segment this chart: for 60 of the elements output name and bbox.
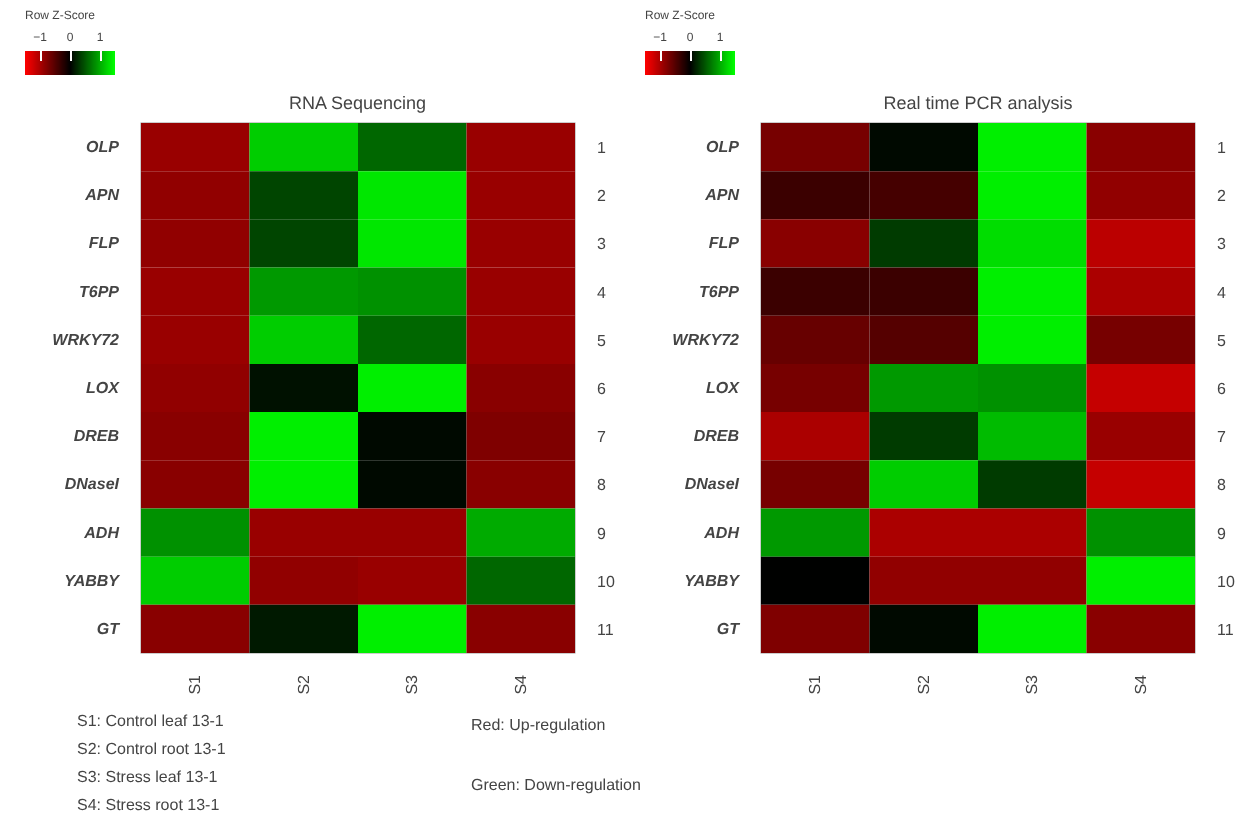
y-tick-label: APN [703,186,740,205]
x-tick-label: S4 [1131,673,1150,695]
y2-tick-label: 2 [1217,187,1227,206]
y-tick-label: FLP [88,234,121,253]
y2-tick-label: 6 [597,380,607,398]
y2-tick-label: 11 [597,620,615,639]
y-tick-label: ADH [702,523,740,542]
y2-tick-label: 5 [1217,331,1227,350]
y2-tick-label: 4 [597,283,607,302]
y2-tick-label: 2 [597,187,607,206]
chart-title: RNA Sequencing [288,93,427,113]
y-tick-label: ADH [82,523,120,542]
text: Green: Down-regulation [471,776,641,794]
y-tick-label: DREB [73,427,120,446]
y2-tick-label: 1 [597,139,607,158]
y-tick-label: GT [96,619,122,638]
y2-tick-label: 9 [597,524,607,543]
y-tick-label: FLP [708,234,741,253]
x-tick-label: S2 [914,673,933,695]
y-tick-label: WRKY72 [672,330,741,349]
y-tick-label: DREB [693,427,740,446]
text: S3: Stress leaf 13-1 [77,768,219,786]
y-tick-label: WRKY72 [52,330,121,349]
x-tick-label: S1 [806,673,825,695]
y2-tick-label: 7 [597,428,607,447]
y2-tick-label: 11 [1217,620,1235,639]
text: S4: Stress root 13-1 [77,796,221,814]
y2-tick-label: 10 [597,572,616,591]
y2-tick-label: 6 [1217,380,1227,398]
x-tick-label: S4 [511,673,530,695]
y-tick-label: T6PP [78,282,121,301]
y-tick-label: OLP [86,138,121,157]
text: S1: Control leaf 13-1 [77,712,225,730]
y-tick-label: APN [83,186,120,205]
y-tick-label: LOX [86,379,121,397]
y-tick-label: DNaseI [684,475,741,494]
x-tick-label: S1 [186,673,205,695]
y2-tick-label: 4 [1217,283,1227,302]
y-tick-label: DNaseI [64,475,121,494]
y2-tick-label: 3 [1217,235,1227,254]
x-tick-label: S3 [1023,673,1042,695]
x-tick-label: S3 [403,673,422,695]
x-tick-label: S2 [294,673,313,695]
y2-tick-label: 5 [597,331,607,350]
y2-tick-label: 8 [597,476,607,495]
y2-tick-label: 1 [1217,139,1227,158]
y2-tick-label: 8 [1217,476,1227,495]
y2-tick-label: 7 [1217,428,1227,447]
y-tick-label: YABBY [684,571,741,590]
y-tick-label: T6PP [698,282,741,301]
y-tick-label: OLP [706,138,741,157]
text: Red: Up-regulation [471,716,606,734]
y2-tick-label: 9 [1217,524,1227,543]
y2-tick-label: 10 [1217,572,1236,591]
y-tick-label: GT [716,619,742,638]
y2-tick-label: 3 [597,235,607,254]
y-tick-label: YABBY [64,571,121,590]
text: S2: Control root 13-1 [77,740,227,758]
y-tick-label: LOX [706,379,741,397]
chart-title: Real time PCR analysis [883,93,1074,113]
